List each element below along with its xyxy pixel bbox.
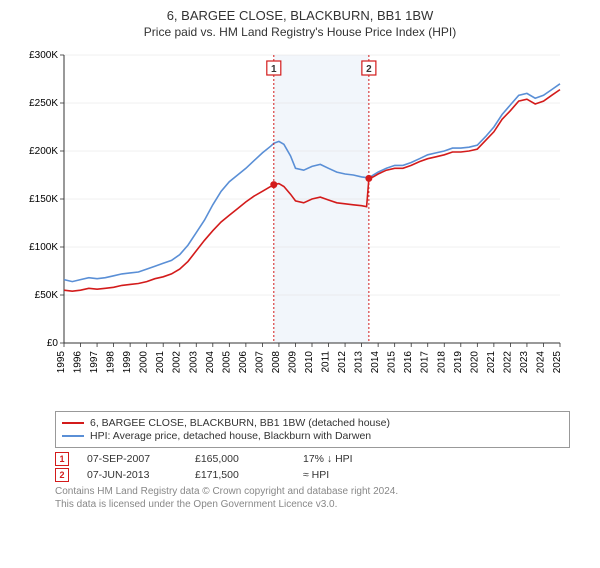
chart-footer: Contains HM Land Registry data © Crown c… — [55, 486, 570, 511]
svg-text:2008: 2008 — [271, 351, 282, 374]
svg-text:£200K: £200K — [29, 146, 58, 157]
sales-table: 1 07-SEP-2007 £165,000 17% ↓ HPI 2 07-JUN-201… — [55, 452, 570, 482]
svg-text:2003: 2003 — [188, 351, 199, 374]
svg-text:£150K: £150K — [29, 194, 58, 205]
svg-text:2017: 2017 — [420, 351, 431, 374]
svg-text:£250K: £250K — [29, 98, 58, 109]
svg-text:2024: 2024 — [535, 351, 546, 374]
svg-text:£100K: £100K — [29, 242, 58, 253]
chart-area: £0 £50K £100K £150K £200K £250K £300K 1995 1996 1… — [14, 45, 574, 405]
legend-item: 6, BARGEE CLOSE, BLACKBURN, BB1 1BW (det… — [62, 417, 563, 429]
svg-text:2025: 2025 — [552, 351, 563, 374]
sale-date: 07-SEP-2007 — [87, 453, 177, 465]
legend-item: HPI: Average price, detached house, Blac… — [62, 430, 563, 442]
sale-price: £165,000 — [195, 453, 285, 465]
svg-text:1998: 1998 — [106, 351, 117, 374]
svg-text:1997: 1997 — [89, 351, 100, 374]
svg-text:2018: 2018 — [436, 351, 447, 374]
svg-text:2005: 2005 — [221, 351, 232, 374]
sale-marker-icon: 2 — [55, 468, 69, 482]
svg-text:£0: £0 — [47, 338, 59, 349]
sale-price: £171,500 — [195, 469, 285, 481]
line-chart: £0 £50K £100K £150K £200K £250K £300K 1995 1996 1… — [14, 45, 574, 405]
svg-text:2004: 2004 — [205, 351, 216, 374]
svg-text:2000: 2000 — [139, 351, 150, 374]
chart-title: 6, BARGEE CLOSE, BLACKBURN, BB1 1BW — [0, 8, 600, 23]
page-container: 6, BARGEE CLOSE, BLACKBURN, BB1 1BW Pric… — [0, 8, 600, 568]
footer-line-2: This data is licensed under the Open Gov… — [55, 499, 570, 512]
svg-text:2007: 2007 — [254, 351, 265, 374]
svg-text:2023: 2023 — [519, 351, 530, 374]
footer-line-1: Contains HM Land Registry data © Crown c… — [55, 486, 570, 499]
svg-text:2006: 2006 — [238, 351, 249, 374]
sale-date: 07-JUN-2013 — [87, 469, 177, 481]
chart-subtitle: Price paid vs. HM Land Registry's House … — [0, 25, 600, 39]
legend-label: 6, BARGEE CLOSE, BLACKBURN, BB1 1BW (det… — [90, 417, 390, 429]
svg-text:1999: 1999 — [122, 351, 133, 374]
svg-text:2020: 2020 — [469, 351, 480, 374]
svg-text:2021: 2021 — [486, 351, 497, 374]
legend-swatch — [62, 435, 84, 437]
sales-row: 2 07-JUN-2013 £171,500 ≈ HPI — [55, 468, 570, 482]
sale-delta: ≈ HPI — [303, 469, 393, 481]
svg-text:2010: 2010 — [304, 351, 315, 374]
svg-text:£50K: £50K — [35, 290, 59, 301]
svg-text:£300K: £300K — [29, 50, 58, 61]
chart-legend: 6, BARGEE CLOSE, BLACKBURN, BB1 1BW (det… — [55, 411, 570, 448]
legend-swatch — [62, 422, 84, 424]
svg-text:2: 2 — [366, 64, 372, 75]
svg-text:2012: 2012 — [337, 351, 348, 374]
svg-text:2015: 2015 — [387, 351, 398, 374]
svg-text:2022: 2022 — [502, 351, 513, 374]
svg-text:1995: 1995 — [56, 351, 67, 374]
svg-text:2014: 2014 — [370, 351, 381, 374]
sale-delta: 17% ↓ HPI — [303, 453, 393, 465]
legend-label: HPI: Average price, detached house, Blac… — [90, 430, 371, 442]
sales-row: 1 07-SEP-2007 £165,000 17% ↓ HPI — [55, 452, 570, 466]
svg-text:2011: 2011 — [321, 351, 332, 373]
svg-text:2001: 2001 — [155, 351, 166, 374]
svg-text:2002: 2002 — [172, 351, 183, 374]
sale-marker-icon: 1 — [55, 452, 69, 466]
svg-text:2019: 2019 — [453, 351, 464, 374]
svg-text:2013: 2013 — [354, 351, 365, 374]
svg-text:2009: 2009 — [287, 351, 298, 374]
svg-text:1: 1 — [271, 64, 277, 75]
svg-text:2016: 2016 — [403, 351, 414, 374]
svg-text:1996: 1996 — [73, 351, 84, 374]
